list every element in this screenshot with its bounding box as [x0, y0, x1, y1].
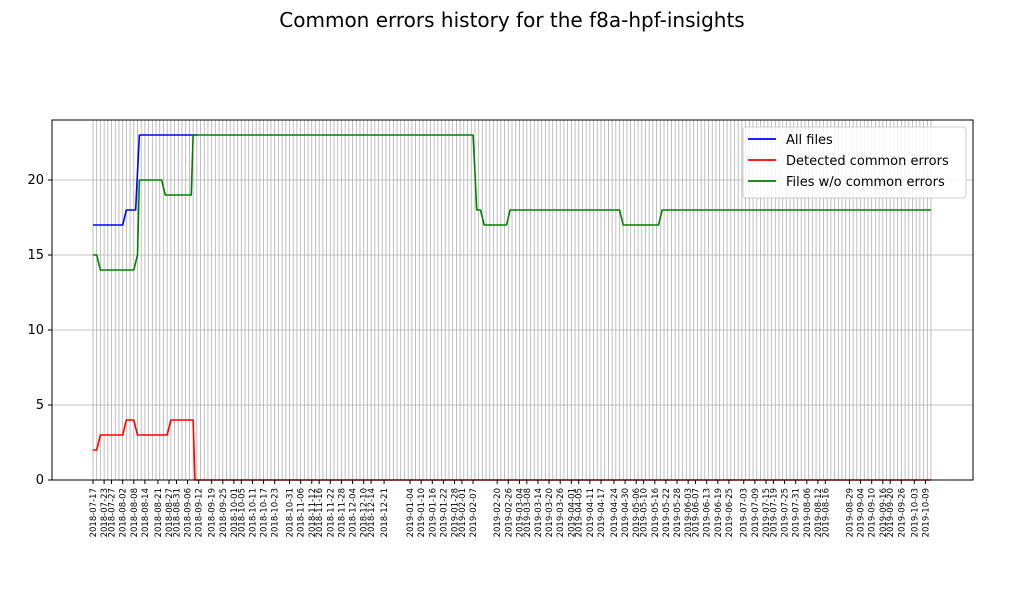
x-tick-label: 2019-08-29 — [845, 488, 855, 537]
y-tick-label: 10 — [27, 323, 44, 338]
x-tick-label: 2019-05-10 — [640, 488, 650, 537]
x-tick-label: 2019-07-25 — [781, 488, 791, 537]
x-tick-label: 2018-09-12 — [195, 488, 205, 537]
x-tick-label: 2018-08-02 — [119, 488, 129, 537]
x-tick-label: 2018-09-19 — [208, 488, 218, 537]
legend-label-detected-common-errors: Detected common errors — [786, 154, 949, 169]
x-tick-label: 2018-08-08 — [130, 488, 140, 537]
x-tick-label: 2019-10-09 — [921, 488, 931, 537]
y-axis: 0 5 10 15 20 — [27, 173, 52, 488]
x-tick-label: 2018-10-23 — [271, 488, 281, 537]
x-tick-label: 2019-05-22 — [662, 488, 672, 537]
x-tick-label: 2019-05-06 — [632, 488, 642, 537]
x-tick-label: 2019-06-25 — [725, 488, 735, 537]
x-tick-label: 2019-01-28 — [451, 488, 461, 537]
x-tick-label: 2019-06-07 — [692, 488, 702, 537]
x-tick-label: 2018-12-21 — [380, 488, 390, 537]
y-tick-label: 0 — [36, 473, 44, 488]
y-tick-label: 20 — [27, 173, 44, 188]
x-tick-label: 2018-08-21 — [154, 488, 164, 537]
x-tick-label: 2018-10-11 — [248, 488, 258, 537]
x-tick-label: 2019-05-28 — [673, 488, 683, 537]
x-tick-label: 2018-11-22 — [326, 488, 336, 537]
x-tick-label: 2019-07-09 — [751, 488, 761, 537]
x-tick-label: 2018-07-27 — [108, 488, 118, 537]
x-tick-label: 2019-02-01 — [458, 488, 468, 537]
x-tick-label: 2018-07-17 — [89, 488, 99, 537]
legend-label-all-files: All files — [786, 133, 833, 148]
x-tick-label: 2019-04-01 — [567, 488, 577, 537]
x-tick-label: 2019-03-26 — [556, 488, 566, 537]
x-tick-label: 2019-08-06 — [803, 488, 813, 537]
x-tick-label: 2018-08-27 — [165, 488, 175, 537]
x-tick-label: 2019-08-12 — [814, 488, 824, 537]
x-tick-label: 2019-04-30 — [621, 488, 631, 537]
legend-box — [742, 126, 967, 199]
x-tick-label: 2019-07-31 — [792, 488, 802, 537]
x-tick-label: 2018-07-23 — [100, 488, 110, 537]
x-tick-label: 2019-09-20 — [886, 488, 896, 537]
x-tick-label: 2018-11-12 — [308, 488, 318, 537]
chart-title: Common errors history for the f8a-hpf-in… — [279, 8, 745, 32]
x-tick-label: 2019-01-04 — [406, 488, 416, 537]
series-line-files-w-o-common-errors — [93, 134, 931, 271]
x-tick-label: 2019-02-07 — [469, 488, 479, 537]
x-tick-label: 2018-12-10 — [360, 488, 370, 537]
x-tick-label: 2018-08-31 — [172, 488, 182, 537]
x-tick-label: 2018-11-06 — [297, 488, 307, 537]
y-tick-label: 5 — [36, 398, 44, 413]
x-tick-label: 2018-11-16 — [315, 488, 325, 537]
x-tick-label: 2019-02-26 — [504, 488, 514, 537]
plot-frame — [51, 119, 974, 481]
x-tick-label: 2018-12-04 — [349, 488, 359, 537]
x-tick-label: 2019-01-10 — [417, 488, 427, 537]
x-tick-label: 2019-06-13 — [703, 488, 713, 537]
x-tick-label: 2019-06-03 — [684, 488, 694, 537]
x-tick-label: 2019-02-20 — [493, 488, 503, 537]
x-tick-label: 2018-10-17 — [260, 488, 270, 537]
x-tick-label: 2019-03-20 — [545, 488, 555, 537]
x-tick-label: 2019-05-16 — [651, 488, 661, 537]
y-tick-label: 15 — [27, 248, 44, 263]
series-layer — [93, 134, 931, 481]
x-tick-label: 2018-11-28 — [337, 488, 347, 537]
x-tick-label: 2019-03-08 — [523, 488, 533, 537]
x-tick-label: 2019-03-04 — [515, 488, 525, 537]
legend-label-files-w-o-common-errors: Files w/o common errors — [786, 175, 945, 190]
x-tick-label: 2019-08-16 — [821, 488, 831, 537]
x-tick-label: 2019-01-16 — [428, 488, 438, 537]
horizontal-grid — [52, 179, 973, 406]
x-tick-label: 2019-04-24 — [610, 488, 620, 537]
x-tick-label: 2019-01-22 — [439, 488, 449, 537]
x-tick-label: 2019-09-26 — [897, 488, 907, 537]
x-tick-label: 2019-09-16 — [879, 488, 889, 537]
x-tick-label: 2018-10-05 — [237, 488, 247, 537]
x-tick-label: 2019-06-19 — [714, 488, 724, 537]
x-tick-label: 2019-10-03 — [910, 488, 920, 537]
x-tick-label: 2018-08-14 — [141, 488, 151, 537]
x-tick-label: 2019-03-14 — [534, 488, 544, 537]
x-tick-label: 2018-09-06 — [184, 488, 194, 537]
x-tick-label: 2018-09-25 — [219, 488, 229, 537]
x-tick-label: 2018-10-01 — [230, 488, 240, 537]
x-tick-label: 2019-09-04 — [857, 488, 867, 537]
x-tick-label: 2019-04-11 — [586, 488, 596, 537]
x-tick-label: 2019-07-03 — [740, 488, 750, 537]
x-tick-label: 2018-10-31 — [286, 488, 296, 537]
x-tick-label: 2019-09-10 — [868, 488, 878, 537]
x-tick-label: 2019-04-17 — [597, 488, 607, 537]
series-line-detected-common-errors — [93, 419, 931, 481]
series-line-all-files — [93, 134, 197, 226]
x-tick-label: 2019-07-15 — [762, 488, 772, 537]
x-tick-label: 2019-07-19 — [769, 488, 779, 537]
legend: All files Detected common errors Files w/o… — [742, 126, 967, 199]
x-tick-label: 2018-12-14 — [367, 488, 377, 537]
x-tick-label: 2019-04-05 — [575, 488, 585, 537]
